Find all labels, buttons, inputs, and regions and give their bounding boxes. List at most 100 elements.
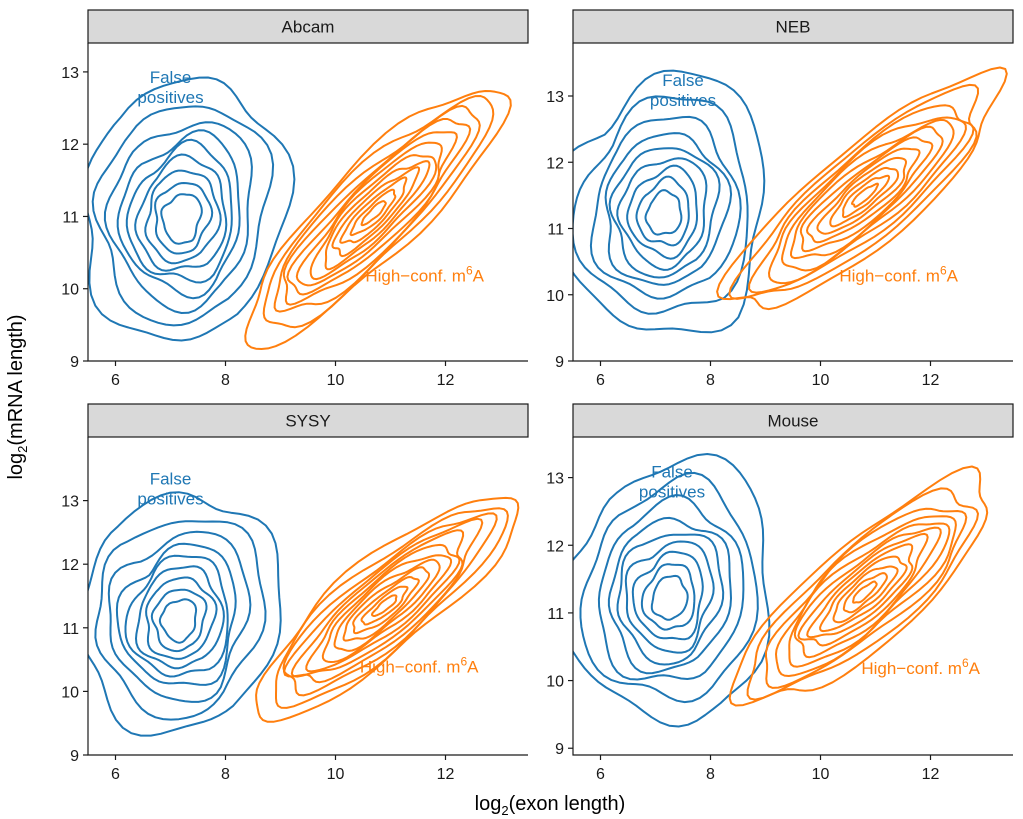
- y-axis-title-sub: 2: [15, 446, 30, 453]
- x-tick-label: 6: [596, 766, 605, 783]
- fp-contour-level-1: [158, 598, 198, 644]
- hc-contour-level-5: [324, 160, 431, 271]
- x-tick-label: 8: [221, 766, 230, 783]
- fp-contour-level-5: [608, 147, 721, 279]
- fp-annotation-line: False: [651, 463, 693, 482]
- hc-annotation-sup: 6: [466, 264, 473, 278]
- hc-contour-level-10: [282, 512, 498, 697]
- fp-contour-level-4: [135, 565, 225, 670]
- fp-annotation: False positives: [137, 68, 203, 107]
- x-tick-label: 10: [327, 766, 345, 783]
- hc-contour-level-6: [797, 532, 929, 647]
- hc-annotation: High−conf. m6A: [365, 264, 484, 286]
- x-axis-title: log2(exon length): [475, 793, 626, 818]
- fp-annotation: False positives: [639, 463, 705, 502]
- fp-contour-level-3: [631, 550, 704, 641]
- panel-neb: NEB 9 10 11 12 13 6 8 10 12 False positives High−con…: [546, 9, 1014, 389]
- hc-contour-level-2: [842, 174, 891, 219]
- hc-annotation: High−conf. m6A: [839, 264, 958, 286]
- fp-contour-level-4: [134, 153, 228, 272]
- hc-annotation-main: High−conf. m: [861, 659, 962, 678]
- fp-annotation-line: False: [150, 470, 192, 489]
- hc-contour-level-10: [765, 507, 968, 689]
- x-axis-title-sub: 2: [501, 803, 508, 818]
- hc-contour-level-9: [775, 515, 957, 677]
- x-tick-label: 10: [812, 372, 830, 389]
- y-tick-label: 12: [546, 155, 564, 172]
- fp-contour-level-9: [573, 453, 771, 728]
- hc-contour-level-4: [342, 566, 431, 642]
- fp-contour-level-5: [125, 138, 233, 284]
- hc-contour-level-10: [748, 104, 975, 294]
- hc-contour-level-5: [806, 543, 914, 639]
- hc-contour-level-4: [331, 166, 421, 258]
- y-tick-label: 10: [546, 288, 564, 305]
- fp-annotation-line: positives: [137, 88, 203, 107]
- x-axis-title-rest: (exon length): [509, 793, 626, 815]
- hc-contour-level-3: [339, 176, 408, 244]
- x-tick-label: 12: [437, 766, 455, 783]
- y-tick-label: 9: [70, 354, 79, 371]
- hc-contour-level-8: [788, 522, 951, 668]
- y-tick-label: 9: [555, 354, 564, 371]
- hc-contour-level-12: [255, 496, 520, 723]
- fp-annotation-line: positives: [650, 91, 716, 110]
- strip-label: Abcam: [282, 18, 335, 37]
- x-tick-label: 12: [922, 766, 940, 783]
- y-tick-label: 11: [547, 606, 564, 623]
- x-tick-label: 12: [922, 372, 940, 389]
- panel-abcam: Abcam 9 10 11 12 13 6 8 10 12 False positives High−c…: [61, 9, 529, 389]
- hc-contour-level-3: [829, 166, 900, 228]
- hc-contour-level-7: [790, 125, 944, 260]
- strip-label: NEB: [776, 18, 811, 37]
- hc-contour-level-4: [816, 156, 907, 235]
- fp-contour-level-7: [103, 121, 253, 314]
- y-axis-title: log2(mRNA length): [5, 314, 30, 479]
- hc-contour-level-12: [728, 465, 989, 707]
- fp-contour-level-2: [635, 175, 690, 247]
- fp-contour-level-1: [160, 193, 203, 245]
- hc-contour-level-3: [352, 576, 420, 635]
- fp-contour-level-7: [589, 115, 742, 300]
- hc-contour-level-7: [295, 141, 443, 287]
- y-tick-label: 13: [546, 471, 564, 488]
- hc-contour-level-6: [309, 154, 438, 281]
- x-tick-label: 10: [812, 766, 830, 783]
- hc-annotation-main: High−conf. m: [365, 267, 466, 286]
- fp-contour-level-6: [607, 516, 732, 675]
- hc-annotation-main: High−conf. m: [839, 267, 940, 286]
- hc-contour-level-6: [799, 136, 934, 253]
- y-tick-label: 11: [62, 209, 79, 226]
- x-tick-label: 10: [327, 372, 345, 389]
- panel-sysy: SYSY 9 10 11 12 13 6 8 10 12 False positives High−co…: [61, 403, 529, 783]
- strip-neb: [572, 9, 1014, 44]
- panel-mouse: Mouse 9 10 11 12 13 6 8 10 12 False positives High−c…: [546, 403, 1014, 783]
- strip-label: Mouse: [767, 412, 818, 431]
- strip-mouse: [572, 403, 1014, 438]
- y-tick-label: 10: [61, 684, 79, 701]
- fp-contour-level-2: [150, 588, 208, 653]
- hc-annotation-tail: A: [467, 657, 479, 676]
- fp-contour-level-1: [650, 574, 689, 621]
- fp-contour-level-5: [616, 533, 725, 666]
- x-tick-label: 12: [437, 372, 455, 389]
- fp-contour-level-3: [145, 576, 218, 660]
- fp-contour-level-8: [91, 105, 275, 327]
- hc-contour-level-2: [349, 188, 397, 237]
- hc-contour-level-6: [321, 554, 453, 663]
- y-tick-label: 9: [70, 748, 79, 765]
- fp-contour-level-6: [604, 132, 733, 286]
- contour-layer: [88, 76, 512, 350]
- fp-contour-level-9: [88, 491, 282, 737]
- y-tick-label: 12: [61, 557, 79, 574]
- contour-layer: [88, 491, 520, 737]
- hc-contour-level-8: [781, 118, 955, 272]
- hc-contour-level-1: [360, 200, 387, 227]
- y-tick-label: 9: [555, 741, 564, 758]
- axis-lines: [572, 43, 1013, 362]
- fp-contour-level-9: [573, 69, 766, 334]
- y-tick-label: 11: [547, 222, 564, 239]
- y-tick-label: 13: [546, 89, 564, 106]
